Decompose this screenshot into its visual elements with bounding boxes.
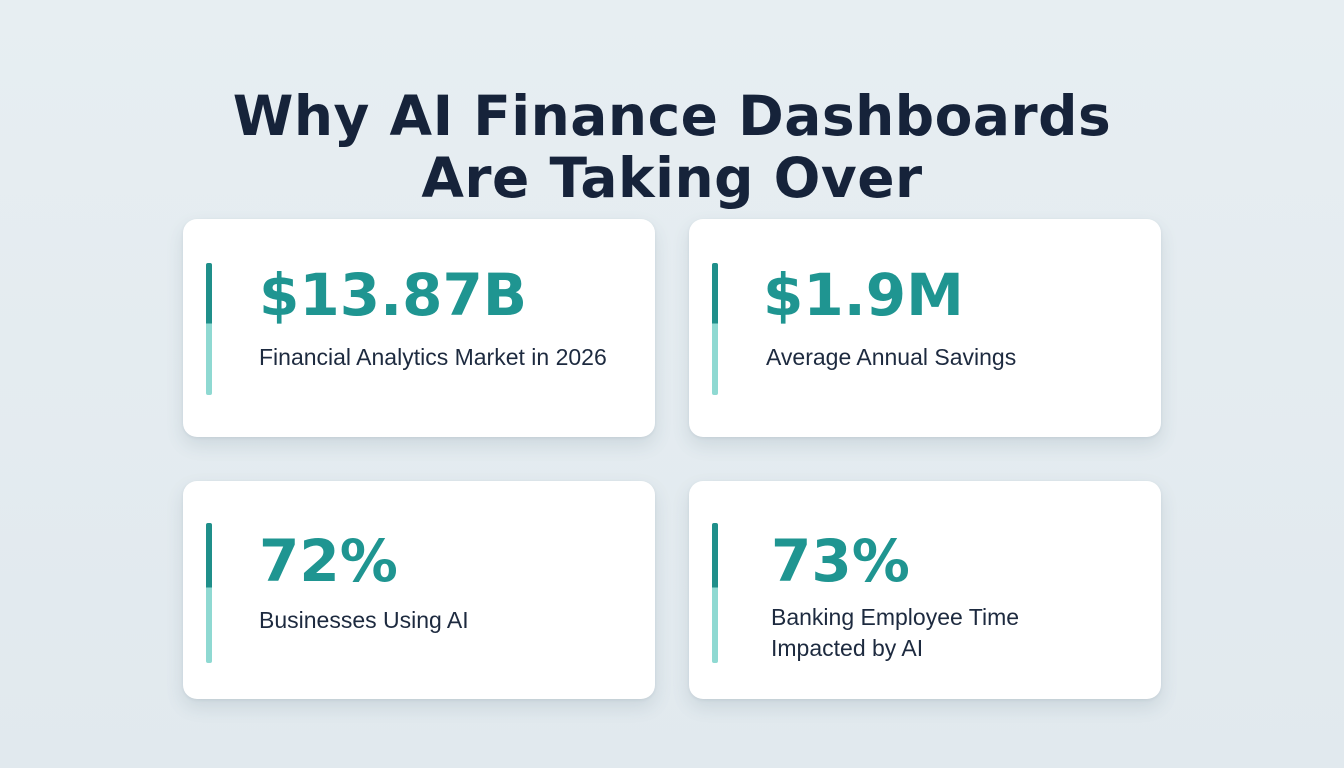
stat-value: 72% bbox=[259, 527, 398, 595]
stat-card-banking-employee-time: 73% Banking Employee Time Impacted by AI bbox=[689, 481, 1161, 699]
stat-card-market-size: $13.87B Financial Analytics Market in 20… bbox=[183, 219, 655, 437]
stat-label-line-2: Impacted by AI bbox=[771, 635, 924, 661]
stat-value: 73% bbox=[771, 527, 910, 595]
page-title: Why AI Finance Dashboards Are Taking Ove… bbox=[0, 85, 1344, 209]
stat-card-annual-savings: $1.9M Average Annual Savings bbox=[689, 219, 1161, 437]
stat-card-accent-bar bbox=[712, 523, 718, 663]
stat-label: Businesses Using AI bbox=[259, 607, 469, 633]
stat-label: Average Annual Savings bbox=[766, 344, 1017, 370]
stat-card-businesses-using-ai: 72% Businesses Using AI bbox=[183, 481, 655, 699]
stat-label: Banking Employee Time Impacted by AI bbox=[771, 602, 1019, 664]
stat-label: Financial Analytics Market in 2026 bbox=[259, 344, 607, 370]
stat-label-line-1: Banking Employee Time bbox=[771, 604, 1020, 630]
stat-value: $1.9M bbox=[763, 261, 964, 329]
stat-card-accent-bar bbox=[712, 263, 718, 395]
stat-card-accent-bar bbox=[206, 523, 212, 663]
stat-card-accent-bar bbox=[206, 263, 212, 395]
page-title-line-2: Are Taking Over bbox=[421, 145, 923, 210]
stat-value: $13.87B bbox=[259, 261, 528, 329]
page-title-line-1: Why AI Finance Dashboards bbox=[232, 83, 1112, 148]
